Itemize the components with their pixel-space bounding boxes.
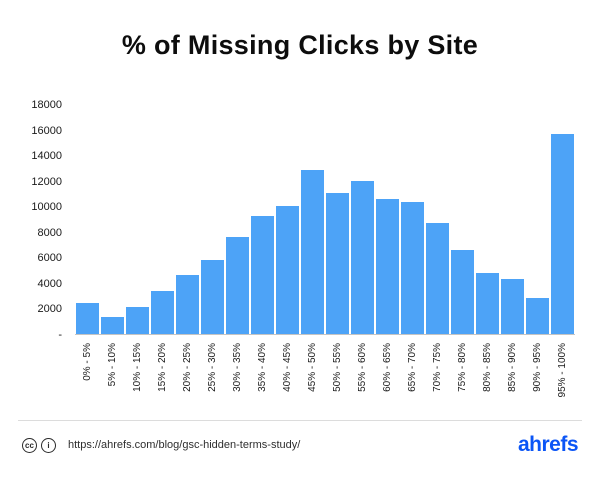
bar xyxy=(100,105,125,334)
bar xyxy=(400,105,425,334)
bar xyxy=(550,105,575,334)
footer: cc i https://ahrefs.com/blog/gsc-hidden-… xyxy=(22,424,579,466)
x-tick-label: 35% - 40% xyxy=(257,343,268,392)
bar xyxy=(450,105,475,334)
chart-title: % of Missing Clicks by Site xyxy=(121,30,479,60)
x-tick-label: 95% - 100% xyxy=(557,343,568,398)
bar xyxy=(325,105,350,334)
x-tick: 75% - 80% xyxy=(450,336,475,397)
x-tick: 30% - 35% xyxy=(225,336,250,397)
y-axis: 18000 16000 14000 12000 10000 8000 6000 4000 200… xyxy=(0,99,68,341)
x-tick: 5% - 10% xyxy=(100,336,125,397)
x-tick: 55% - 60% xyxy=(350,336,375,397)
ahrefs-logo: ahrefs xyxy=(517,433,579,456)
x-tick: 40% - 45% xyxy=(275,336,300,397)
bar xyxy=(200,105,225,334)
bar xyxy=(225,105,250,334)
bar xyxy=(350,105,375,334)
plot-area xyxy=(75,105,575,335)
footer-divider xyxy=(18,420,582,421)
x-tick-label: 90% - 95% xyxy=(532,343,543,392)
x-tick: 50% - 55% xyxy=(325,336,350,397)
x-tick-label: 10% - 15% xyxy=(132,343,143,392)
bar xyxy=(375,105,400,334)
bar xyxy=(125,105,150,334)
y-tick-label: 6000 xyxy=(37,252,62,265)
x-tick: 15% - 20% xyxy=(150,336,175,397)
x-tick-label: 80% - 85% xyxy=(482,343,493,392)
x-tick-label: 30% - 35% xyxy=(232,343,243,392)
x-tick-label: 5% - 10% xyxy=(107,343,118,387)
bar xyxy=(475,105,500,334)
y-tick-label: 8000 xyxy=(37,226,62,239)
y-tick-label: 14000 xyxy=(31,150,62,163)
y-tick-label: 2000 xyxy=(37,303,62,316)
source-url[interactable]: https://ahrefs.com/blog/gsc-hidden-terms… xyxy=(68,439,301,451)
x-tick: 60% - 65% xyxy=(375,336,400,397)
x-tick: 0% - 5% xyxy=(75,336,100,397)
x-tick: 65% - 70% xyxy=(400,336,425,397)
y-tick-label: 10000 xyxy=(31,201,62,214)
bar xyxy=(150,105,175,334)
y-tick-label: 16000 xyxy=(31,124,62,137)
x-tick-label: 60% - 65% xyxy=(382,343,393,392)
y-tick-label: - xyxy=(58,329,62,341)
attribution-icon: i xyxy=(41,437,56,453)
x-tick: 45% - 50% xyxy=(300,336,325,397)
x-tick-label: 55% - 60% xyxy=(357,343,368,392)
bar xyxy=(175,105,200,334)
bar xyxy=(75,105,100,334)
bar xyxy=(250,105,275,334)
x-tick: 85% - 90% xyxy=(500,336,525,397)
x-tick: 80% - 85% xyxy=(475,336,500,397)
bar xyxy=(525,105,550,334)
x-tick: 35% - 40% xyxy=(250,336,275,397)
cc-license-icon: cc xyxy=(22,437,37,453)
x-tick: 90% - 95% xyxy=(525,336,550,397)
x-tick-label: 65% - 70% xyxy=(407,343,418,392)
bar xyxy=(300,105,325,334)
x-tick-label: 20% - 25% xyxy=(182,343,193,392)
x-tick-label: 0% - 5% xyxy=(82,343,93,381)
x-tick-label: 40% - 45% xyxy=(282,343,293,392)
x-tick: 20% - 25% xyxy=(175,336,200,397)
y-tick-label: 18000 xyxy=(31,99,62,111)
bar xyxy=(425,105,450,334)
x-tick-label: 85% - 90% xyxy=(507,343,518,392)
y-tick-label: 12000 xyxy=(31,175,62,188)
x-tick-label: 75% - 80% xyxy=(457,343,468,392)
bar xyxy=(275,105,300,334)
x-tick: 95% - 100% xyxy=(550,336,575,397)
bar xyxy=(500,105,525,334)
y-tick-label: 4000 xyxy=(37,277,62,290)
x-tick-label: 45% - 50% xyxy=(307,343,318,392)
x-tick: 70% - 75% xyxy=(425,336,450,397)
x-tick-label: 25% - 30% xyxy=(207,343,218,392)
x-tick: 10% - 15% xyxy=(125,336,150,397)
x-axis: 0% - 5% 5% - 10% 10% - 15% 15% - 20% 20% - 2… xyxy=(75,336,575,397)
x-tick-label: 50% - 55% xyxy=(332,343,343,392)
x-tick: 25% - 30% xyxy=(200,336,225,397)
x-tick-label: 15% - 20% xyxy=(157,343,168,392)
x-tick-label: 70% - 75% xyxy=(432,343,443,392)
